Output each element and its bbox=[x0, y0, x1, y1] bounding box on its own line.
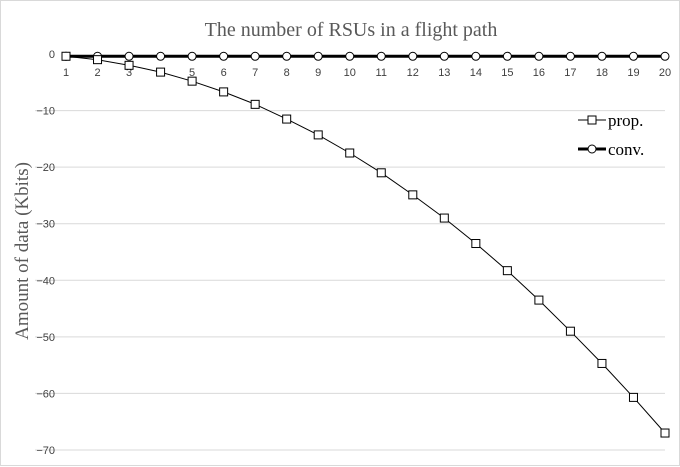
data-point bbox=[376, 168, 386, 178]
data-point bbox=[660, 428, 670, 438]
x-tick-label: 1 bbox=[63, 67, 69, 79]
y-tick-label: −30 bbox=[36, 219, 55, 231]
x-tick-label: 13 bbox=[438, 67, 450, 79]
y-tick-label: −50 bbox=[36, 332, 55, 344]
data-point bbox=[471, 51, 481, 61]
x-tick-label: 3 bbox=[126, 67, 132, 79]
y-tick-label: −60 bbox=[36, 388, 55, 400]
data-point bbox=[282, 114, 292, 124]
chart-title: The number of RSUs in a flight path bbox=[205, 19, 498, 41]
data-point bbox=[439, 51, 449, 61]
data-point bbox=[565, 51, 575, 61]
series-prop bbox=[61, 51, 670, 438]
x-tick-labels: 1234567891011121314151617181920 bbox=[63, 67, 671, 79]
x-tick-label: 18 bbox=[596, 67, 608, 79]
data-point bbox=[408, 190, 418, 200]
y-axis-label: Amount of data (Kbits) bbox=[12, 162, 33, 340]
x-tick-label: 14 bbox=[470, 67, 482, 79]
data-point bbox=[156, 51, 166, 61]
data-point bbox=[597, 51, 607, 61]
y-tick-label: −70 bbox=[36, 445, 55, 457]
x-tick-label: 12 bbox=[407, 67, 419, 79]
x-tick-label: 9 bbox=[315, 67, 321, 79]
x-tick-label: 19 bbox=[627, 67, 639, 79]
data-point bbox=[124, 51, 134, 61]
data-point bbox=[502, 51, 512, 61]
series-line bbox=[65, 55, 666, 434]
data-point bbox=[628, 51, 638, 61]
legend: prop. conv. bbox=[578, 111, 644, 159]
data-point bbox=[93, 55, 103, 65]
data-point bbox=[534, 51, 544, 61]
data-point bbox=[282, 51, 292, 61]
data-point bbox=[250, 99, 260, 109]
legend-marker-prop bbox=[587, 115, 597, 125]
data-point bbox=[628, 392, 638, 402]
data-point bbox=[534, 295, 544, 305]
data-point bbox=[565, 326, 575, 336]
x-tick-label: 8 bbox=[284, 67, 290, 79]
y-tick-label: −20 bbox=[36, 162, 55, 174]
data-point bbox=[597, 358, 607, 368]
legend-label-conv: conv. bbox=[608, 140, 644, 159]
data-point bbox=[313, 51, 323, 61]
legend-entry-conv: conv. bbox=[578, 140, 644, 159]
series-layer bbox=[61, 51, 670, 438]
data-point bbox=[502, 266, 512, 276]
x-tick-label: 20 bbox=[659, 67, 671, 79]
x-tick-label: 11 bbox=[376, 67, 387, 79]
x-tick-label: 15 bbox=[501, 67, 513, 79]
data-point bbox=[660, 51, 670, 61]
data-point bbox=[187, 76, 197, 86]
data-point bbox=[376, 51, 386, 61]
gridlines bbox=[35, 110, 665, 451]
data-point bbox=[250, 51, 260, 61]
x-tick-label: 2 bbox=[94, 67, 100, 79]
x-tick-label: 7 bbox=[252, 67, 258, 79]
data-point bbox=[219, 87, 229, 97]
data-point bbox=[345, 148, 355, 158]
x-tick-label: 6 bbox=[221, 67, 227, 79]
data-point bbox=[471, 239, 481, 249]
x-tick-label: 5 bbox=[189, 67, 195, 79]
y-tick-labels: 0 −10 −20 −30 −40 −50 −60 −70 bbox=[36, 49, 55, 457]
data-point bbox=[313, 130, 323, 140]
legend-label-prop: prop. bbox=[608, 111, 643, 130]
data-point bbox=[156, 67, 166, 77]
data-point bbox=[61, 51, 71, 61]
x-tick-label: 17 bbox=[564, 67, 576, 79]
series-conv bbox=[61, 51, 670, 61]
data-point bbox=[124, 60, 134, 70]
data-point bbox=[439, 213, 449, 223]
y-tick-label: −10 bbox=[36, 106, 55, 118]
y-tick-label: −40 bbox=[36, 275, 55, 287]
legend-marker-conv bbox=[587, 144, 597, 154]
data-point bbox=[408, 51, 418, 61]
data-point bbox=[345, 51, 355, 61]
x-tick-label: 10 bbox=[344, 67, 356, 79]
data-point bbox=[219, 51, 229, 61]
legend-entry-prop: prop. bbox=[578, 111, 643, 130]
x-tick-label: 16 bbox=[533, 67, 545, 79]
y-tick-label: 0 bbox=[49, 49, 55, 61]
data-point bbox=[187, 51, 197, 61]
